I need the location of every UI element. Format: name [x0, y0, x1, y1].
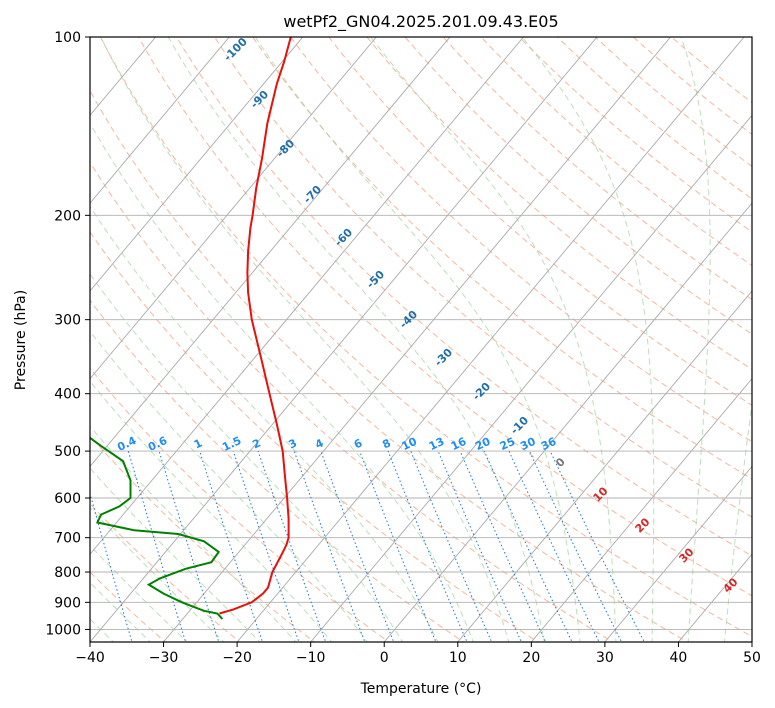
mixing-ratio-line	[90, 491, 133, 642]
plot-frame	[89, 36, 753, 643]
x-tick-label: 10	[449, 650, 467, 666]
mixing-ratio-line	[483, 450, 573, 642]
y-axis-label: Pressure (hPa)	[13, 290, 29, 390]
mixing-ratio-line	[257, 450, 327, 642]
mixing-ratio-line	[127, 450, 187, 642]
axes: −40 −30 −20 −10 0 10 20 30 40 50 1000 900 800 700 600 5…	[45, 30, 761, 666]
x-tick-label: −20	[222, 650, 252, 666]
y-tick-label: 800	[54, 565, 81, 581]
mixing-ratio-label: 16	[449, 435, 469, 453]
isotherm-line	[383, 202, 752, 642]
mixing-ratio-label: 20	[473, 435, 493, 453]
isotherm-line	[457, 290, 752, 642]
isotherm-line	[90, 37, 451, 468]
x-axis-label: Temperature (°C)	[360, 681, 482, 697]
mixing-ratio-line	[232, 450, 300, 642]
mixing-ratio-label: 13	[427, 435, 446, 453]
dry-adiabat	[137, 37, 752, 597]
x-tick-label: 30	[596, 650, 614, 666]
mixing-ratio-line	[359, 450, 437, 642]
mixing-ratio-label: 10	[400, 435, 420, 453]
mixing-ratio-line	[549, 450, 645, 642]
y-tick-label: 100	[54, 30, 81, 46]
temperature-profile-line	[219, 37, 292, 615]
isotherm-line	[90, 37, 525, 555]
y-tick-label: 900	[54, 595, 81, 611]
y-tick-label: 500	[54, 444, 81, 460]
mixing-ratio-line	[158, 450, 220, 642]
chart-title: wetPf2_GN04.2025.201.09.43.E05	[283, 12, 558, 32]
isotherm-line	[236, 37, 745, 642]
isotherm-line	[162, 37, 672, 642]
x-tick-label: 50	[743, 650, 761, 666]
isotherm-line	[90, 37, 598, 642]
dry-adiabat	[90, 161, 614, 642]
dry-adiabat	[290, 37, 752, 443]
mixing-ratio-label: 30	[518, 435, 538, 453]
isotherm-line	[530, 377, 752, 642]
mixing-ratio-label: 36	[539, 435, 559, 453]
x-tick-label: 20	[522, 650, 540, 666]
mixing-ratio-line	[508, 450, 600, 642]
profile-series	[90, 37, 292, 620]
x-tick-label: −30	[149, 650, 179, 666]
y-tick-label: 300	[54, 313, 81, 329]
grid-lines	[90, 37, 752, 642]
dewpoint-profile-line	[90, 436, 224, 620]
mixing-ratio-lines	[90, 450, 645, 642]
isotherm-line	[90, 37, 377, 380]
dry-adiabat	[328, 37, 752, 406]
mixing-ratio-line	[199, 450, 264, 642]
y-tick-label: 700	[54, 531, 81, 547]
isotherm-line	[90, 37, 230, 204]
y-tick-label: 400	[54, 387, 81, 403]
x-tick-label: 0	[380, 650, 389, 666]
y-tick-label: 200	[54, 208, 81, 224]
isotherm-line	[604, 465, 752, 642]
isotherm-line	[90, 37, 304, 292]
mixing-ratio-label: 25	[498, 435, 517, 453]
x-tick-label: −40	[75, 650, 105, 666]
mixing-ratio-line	[320, 450, 395, 642]
x-tick-label: 40	[670, 650, 688, 666]
dry-adiabat	[404, 37, 752, 335]
y-tick-label: 1000	[45, 622, 81, 638]
x-tick-label: −10	[296, 650, 326, 666]
mixing-ratio-line	[293, 450, 366, 642]
moist-adiabat	[90, 205, 439, 642]
mixing-ratio-line	[529, 450, 623, 642]
isotherm-line	[310, 114, 752, 642]
dry-adiabat	[366, 37, 752, 370]
dry-adiabat	[90, 231, 540, 642]
y-tick-label: 600	[54, 491, 81, 507]
